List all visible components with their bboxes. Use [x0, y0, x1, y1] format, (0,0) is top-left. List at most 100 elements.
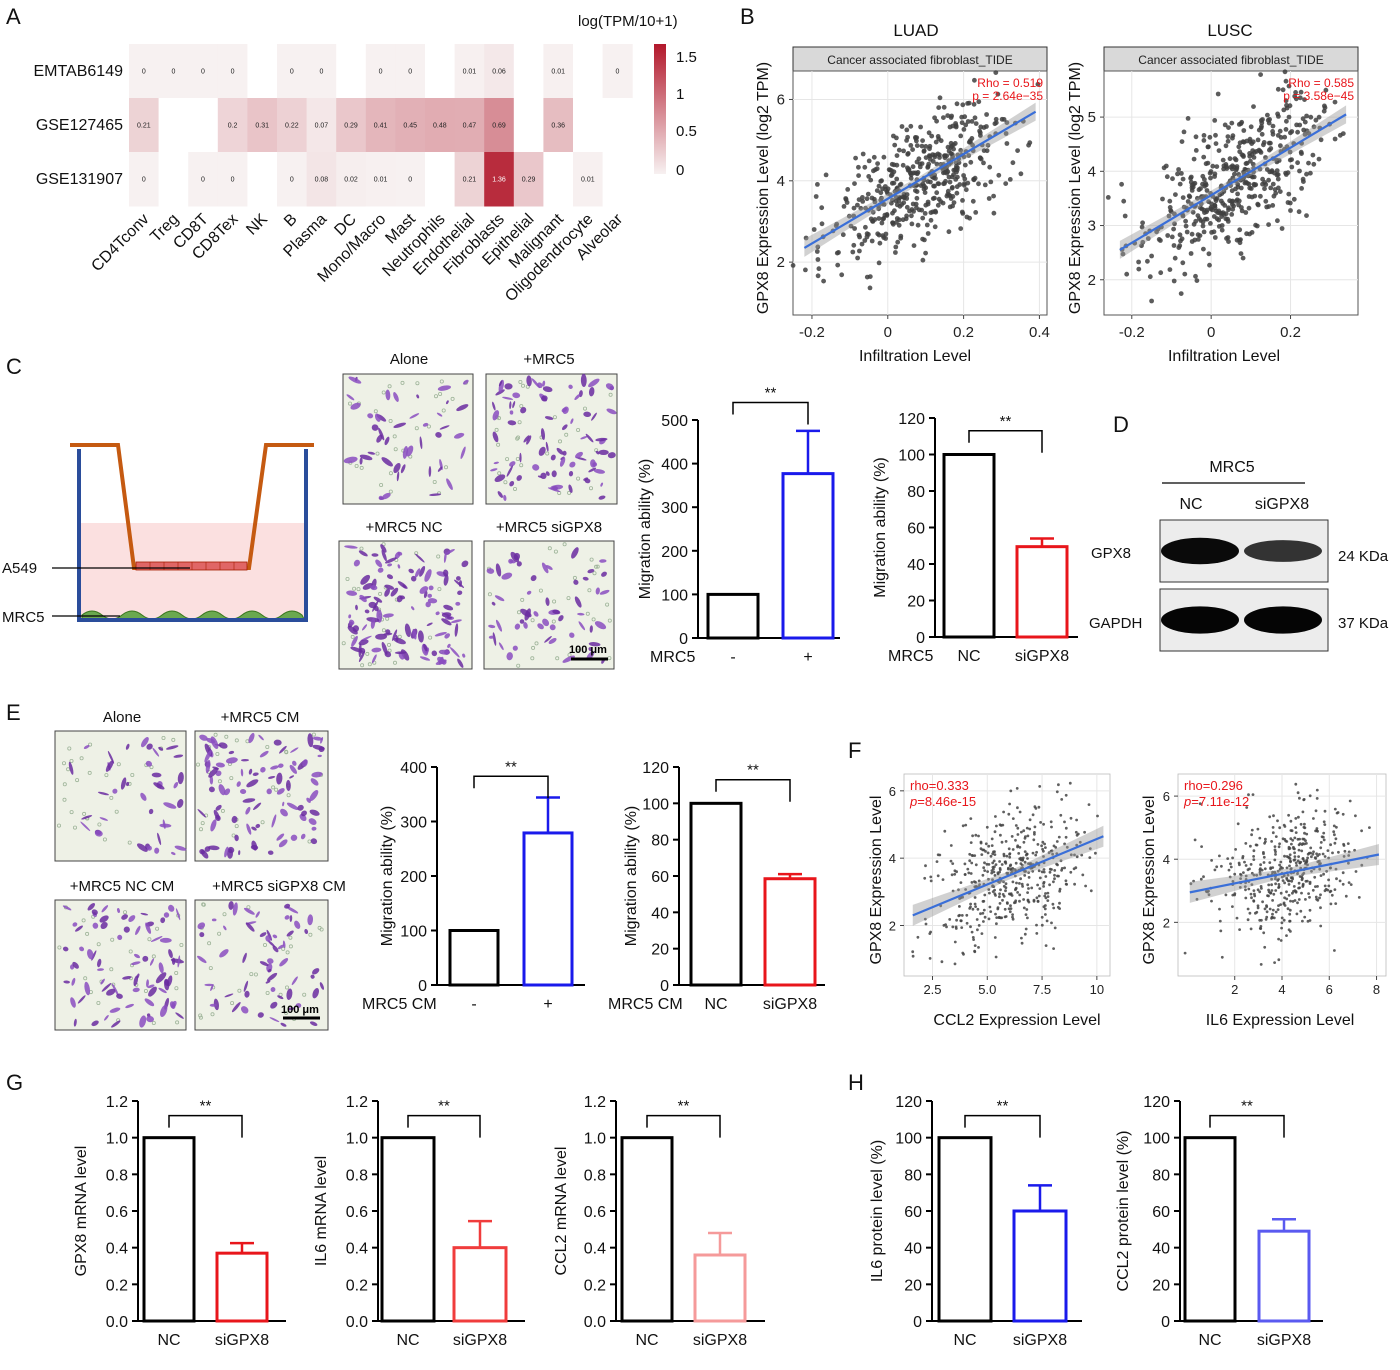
scatter-point	[913, 201, 919, 207]
scatter-point	[1247, 136, 1253, 142]
stained-cell	[404, 623, 411, 638]
y-tick-label: 100	[642, 796, 669, 813]
stained-cell	[447, 643, 451, 648]
stained-cell	[153, 782, 165, 790]
x-category-label: siGPX8	[1015, 648, 1069, 665]
scatter-point	[1009, 863, 1013, 867]
membrane-pore	[505, 457, 510, 462]
scatter-point	[1011, 915, 1014, 919]
scatter-point	[1286, 907, 1290, 911]
scatter-point	[973, 944, 977, 947]
stained-cell	[252, 772, 259, 776]
scatter-point	[1301, 810, 1305, 814]
scatter-point	[936, 874, 940, 878]
scatter-point	[1273, 858, 1277, 862]
membrane-pore	[174, 971, 179, 976]
membrane-pore	[110, 937, 115, 942]
heatmap-cell	[158, 44, 189, 99]
membrane-pore	[81, 918, 86, 923]
scatter-point	[1304, 839, 1307, 843]
scatter-point	[855, 202, 860, 208]
stained-cell	[307, 914, 314, 926]
scatter-point	[1036, 899, 1040, 903]
scatter-point	[1233, 872, 1237, 876]
scatter-point	[1287, 200, 1293, 206]
scatter-point	[1346, 842, 1350, 845]
scatter-point	[1276, 819, 1279, 823]
y-tick-label: 100	[661, 587, 688, 604]
scatter-point	[1052, 906, 1056, 910]
y-tick-label: 40	[907, 557, 925, 574]
scatter-point	[1254, 223, 1260, 229]
scatter-point	[1282, 874, 1286, 878]
scatter-point	[1055, 790, 1059, 794]
scatter-point	[951, 146, 956, 152]
stained-cell	[371, 647, 382, 653]
scatter-point	[1274, 889, 1278, 892]
stained-cell	[585, 433, 594, 443]
x-axis-group-label: MRC5 CM	[362, 996, 437, 1013]
stained-cell	[393, 462, 401, 474]
cm-migration-micrographs: Alone +MRC5 CM +MRC5 NC CM +MRC5 siGPX8 …	[54, 709, 346, 1031]
scatter-point	[894, 153, 900, 159]
membrane-pore	[589, 557, 594, 562]
scatter-point	[1215, 865, 1219, 869]
y-tick-label: 400	[661, 457, 688, 474]
stained-cell	[443, 551, 447, 563]
membrane-pore	[388, 489, 393, 494]
stained-cell	[245, 922, 255, 932]
scatter-point	[1287, 893, 1291, 897]
scatter-point	[1241, 154, 1246, 159]
scatter-point	[1262, 186, 1267, 192]
scatter-point	[1302, 132, 1308, 137]
scatter-point	[898, 233, 904, 239]
y-tick-label: 300	[661, 500, 688, 517]
scatter-point	[1251, 793, 1255, 796]
membrane-pore	[392, 660, 397, 665]
scatter-point	[1179, 171, 1184, 176]
scatter-point	[951, 172, 956, 178]
scatter-point	[1288, 208, 1293, 213]
stained-cell	[437, 385, 451, 391]
scatter-point	[1295, 129, 1300, 135]
significance-marker: **	[1000, 413, 1012, 430]
scatter-point	[1023, 860, 1027, 864]
micrograph-background	[54, 730, 187, 862]
stained-cell	[516, 475, 522, 481]
scatter-point	[1277, 845, 1281, 849]
heatmap-cell	[573, 152, 604, 207]
scatter-point	[1096, 814, 1099, 818]
membrane-pore	[433, 394, 438, 399]
scatter-point	[981, 900, 985, 903]
scatter-point	[1256, 827, 1260, 831]
scatter-point	[1348, 799, 1352, 803]
scatter-point	[1282, 902, 1286, 906]
scatter-point	[1289, 157, 1294, 163]
membrane-pore	[200, 821, 205, 826]
heatmap-cell	[277, 44, 308, 99]
scatter-point	[1003, 915, 1007, 919]
stained-cell	[284, 915, 290, 920]
x-tick-label: 7.5	[1033, 982, 1051, 997]
stained-cell	[385, 389, 391, 401]
ccl2-scatter-plot: rho=0.333 p=8.46e-15 CCL2 Expression Lev…	[868, 773, 1111, 1029]
stained-cell	[514, 623, 521, 630]
scatter-point	[1078, 840, 1082, 844]
scatter-point	[928, 179, 933, 185]
scatter-point	[1050, 849, 1054, 853]
mrc5-label: MRC5	[2, 609, 45, 626]
scatter-point	[1267, 169, 1273, 175]
scatter-point	[1279, 891, 1283, 895]
scatter-point	[945, 188, 951, 194]
scatter-point	[1024, 913, 1028, 916]
membrane-pore	[555, 656, 560, 661]
well-wall	[77, 449, 308, 622]
scatter-point	[1344, 894, 1348, 898]
scatter-point	[930, 209, 936, 215]
scatter-point	[868, 216, 874, 222]
scatter-point	[1266, 222, 1271, 228]
stained-cell	[350, 402, 361, 410]
scatter-point	[878, 178, 884, 184]
scatter-point	[1249, 927, 1253, 931]
scatter-point	[968, 852, 972, 856]
